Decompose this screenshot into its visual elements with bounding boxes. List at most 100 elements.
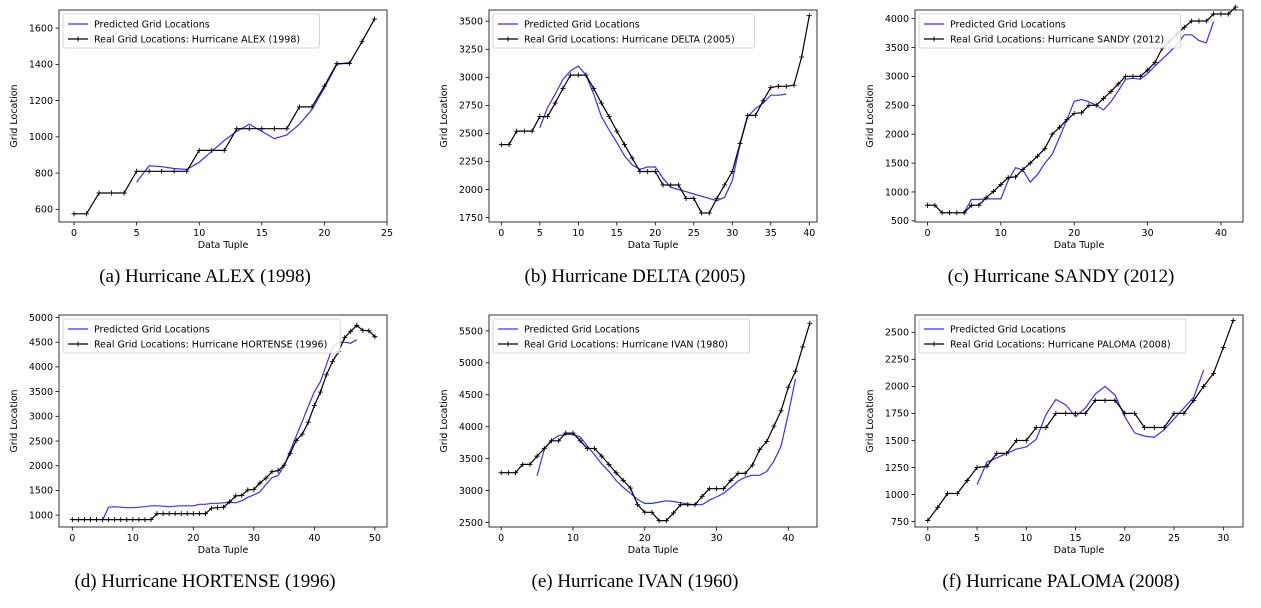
real-data-point (592, 445, 598, 451)
real-data-point (196, 147, 202, 153)
real-data-point (1112, 397, 1118, 403)
real-data-point (1230, 317, 1236, 323)
real-data-point (606, 461, 612, 467)
real-data-point (520, 461, 526, 467)
real-data-point (939, 210, 945, 216)
real-data-point (1082, 410, 1088, 416)
real-data-point (1042, 146, 1048, 152)
x-tick-label: 20 (649, 228, 661, 239)
y-tick-label: 3000 (459, 486, 483, 497)
predicted-series-line (136, 61, 350, 183)
real-data-point (1086, 102, 1092, 108)
real-data-point (1079, 110, 1085, 116)
real-data-point (699, 210, 705, 216)
y-tick-label: 3000 (459, 73, 483, 84)
legend-real-marker (505, 341, 511, 347)
caption-ivan: (e) Hurricane IVAN (1960) (531, 571, 739, 592)
real-data-point (791, 82, 797, 88)
real-data-point (346, 60, 352, 66)
real-data-point (293, 438, 299, 444)
y-tick-label: 3500 (459, 454, 483, 465)
x-tick-label: 40 (782, 533, 794, 544)
real-data-point (642, 509, 648, 515)
real-data-point (245, 487, 251, 493)
real-data-point (1027, 160, 1033, 166)
real-data-point (954, 210, 960, 216)
legend-real-label: Real Grid Locations: Hurricane IVAN (198… (524, 339, 728, 350)
y-tick-label: 2500 (459, 518, 483, 529)
y-tick-label: 1000 (885, 490, 909, 501)
real-data-point (778, 408, 784, 414)
y-axis-label: Grid Location (9, 84, 20, 147)
real-data-point (964, 477, 970, 483)
real-data-point (1233, 4, 1239, 10)
y-tick-label: 3500 (885, 43, 909, 54)
legend-real-marker (505, 36, 511, 42)
y-axis-label: Grid Location (439, 389, 450, 452)
real-data-point (652, 169, 658, 175)
y-tick-label: 500 (891, 216, 909, 227)
y-axis-label: Grid Location (865, 84, 876, 147)
real-data-point (311, 402, 317, 408)
real-data-point (513, 470, 519, 476)
real-data-point (1101, 95, 1107, 101)
real-data-point (1211, 11, 1217, 17)
chart-panel-sandy: 0 10 20 30 40 500 1000 1500 2000 2500 3000 3500 4000… (861, 0, 1261, 300)
y-tick-label: 2000 (29, 461, 53, 472)
y-tick-label: 2000 (459, 185, 483, 196)
y-tick-label: 1000 (885, 187, 909, 198)
real-data-point (1073, 410, 1079, 416)
x-tick-label: 10 (193, 228, 205, 239)
y-tick-label: 1750 (885, 409, 909, 420)
real-data-point (136, 517, 142, 523)
real-data-point (1093, 102, 1099, 108)
real-data-point (359, 39, 365, 45)
real-data-point (976, 202, 982, 208)
real-data-point (234, 126, 240, 132)
real-data-point (81, 517, 87, 523)
chart-panel-hortense: 0 10 20 30 40 50 1000 1500 2000 2500 3000 3500 4000 4… (5, 305, 405, 605)
real-data-point (745, 112, 751, 118)
real-data-point (112, 517, 118, 523)
y-tick-label: 2250 (885, 355, 909, 366)
real-data-point (1004, 450, 1010, 456)
real-data-point (269, 469, 275, 475)
legend-real-label: Real Grid Locations: Hurricane HORTENSE … (94, 339, 327, 350)
real-data-point (537, 114, 543, 120)
real-data-point (69, 517, 75, 523)
y-tick-label: 1500 (885, 158, 909, 169)
real-data-point (692, 502, 698, 508)
real-data-point (729, 169, 735, 175)
real-data-point (556, 438, 562, 444)
real-data-point (171, 168, 177, 174)
real-data-point (106, 517, 112, 523)
real-data-point (1137, 73, 1143, 79)
real-data-point (645, 169, 651, 175)
legend-predicted-label: Predicted Grid Locations (524, 324, 640, 335)
x-tick-label: 10 (1020, 533, 1032, 544)
x-tick-label: 20 (187, 533, 199, 544)
real-data-point (1063, 410, 1069, 416)
real-data-point (614, 128, 620, 134)
x-tick-label: 30 (726, 228, 738, 239)
legend-real-label: Real Grid Locations: Hurricane ALEX (199… (94, 34, 300, 45)
caption-hortense: (d) Hurricane HORTENSE (1996) (74, 571, 336, 592)
real-data-point (1071, 110, 1077, 116)
real-data-point (656, 518, 662, 524)
legend-box (918, 318, 1187, 354)
chart-panel-paloma: 0 5 10 15 20 25 30 750 1000 1250 1500 1750 2000 2250 2… (861, 305, 1261, 605)
real-data-point (1013, 437, 1019, 443)
real-data-point (166, 511, 172, 517)
x-tick-label: 25 (381, 228, 393, 239)
x-axis-label: Data Tuple (1054, 240, 1105, 251)
y-tick-label: 1750 (459, 213, 483, 224)
y-tick-label: 2000 (885, 382, 909, 393)
caption-sandy: (c) Hurricane SANDY (2012) (947, 266, 1175, 287)
real-data-point (159, 168, 165, 174)
y-tick-label: 2000 (885, 129, 909, 140)
real-data-point (1043, 424, 1049, 430)
real-data-point (521, 128, 527, 134)
real-data-point (668, 182, 674, 188)
legend-box (62, 318, 341, 354)
x-tick-label: 20 (1119, 533, 1131, 544)
